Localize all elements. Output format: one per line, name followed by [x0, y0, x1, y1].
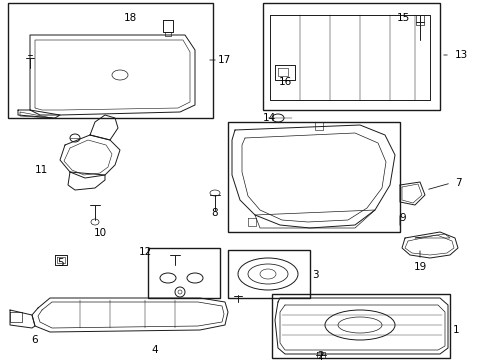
Bar: [263, 3, 439, 110]
Text: 9: 9: [399, 213, 406, 223]
Text: 15: 15: [396, 13, 409, 23]
Bar: [148, 248, 220, 298]
Text: 19: 19: [412, 262, 426, 272]
Text: 7: 7: [454, 178, 461, 188]
Text: 12: 12: [139, 247, 152, 257]
Bar: [227, 122, 399, 232]
Text: 1: 1: [452, 325, 459, 335]
Bar: [227, 250, 309, 298]
Text: 17: 17: [218, 55, 231, 65]
Text: 13: 13: [454, 50, 468, 60]
Text: 4: 4: [151, 345, 158, 355]
Text: 10: 10: [93, 228, 106, 238]
Text: 5: 5: [57, 258, 63, 268]
Text: 14: 14: [263, 113, 276, 123]
Text: 2: 2: [317, 351, 324, 360]
Text: 3: 3: [311, 270, 318, 280]
Text: 16: 16: [278, 77, 291, 87]
Text: 18: 18: [123, 13, 136, 23]
Bar: [8, 3, 213, 118]
Bar: [271, 294, 449, 358]
Text: 11: 11: [35, 165, 48, 175]
Text: 8: 8: [211, 208, 218, 218]
Text: 6: 6: [32, 335, 38, 345]
